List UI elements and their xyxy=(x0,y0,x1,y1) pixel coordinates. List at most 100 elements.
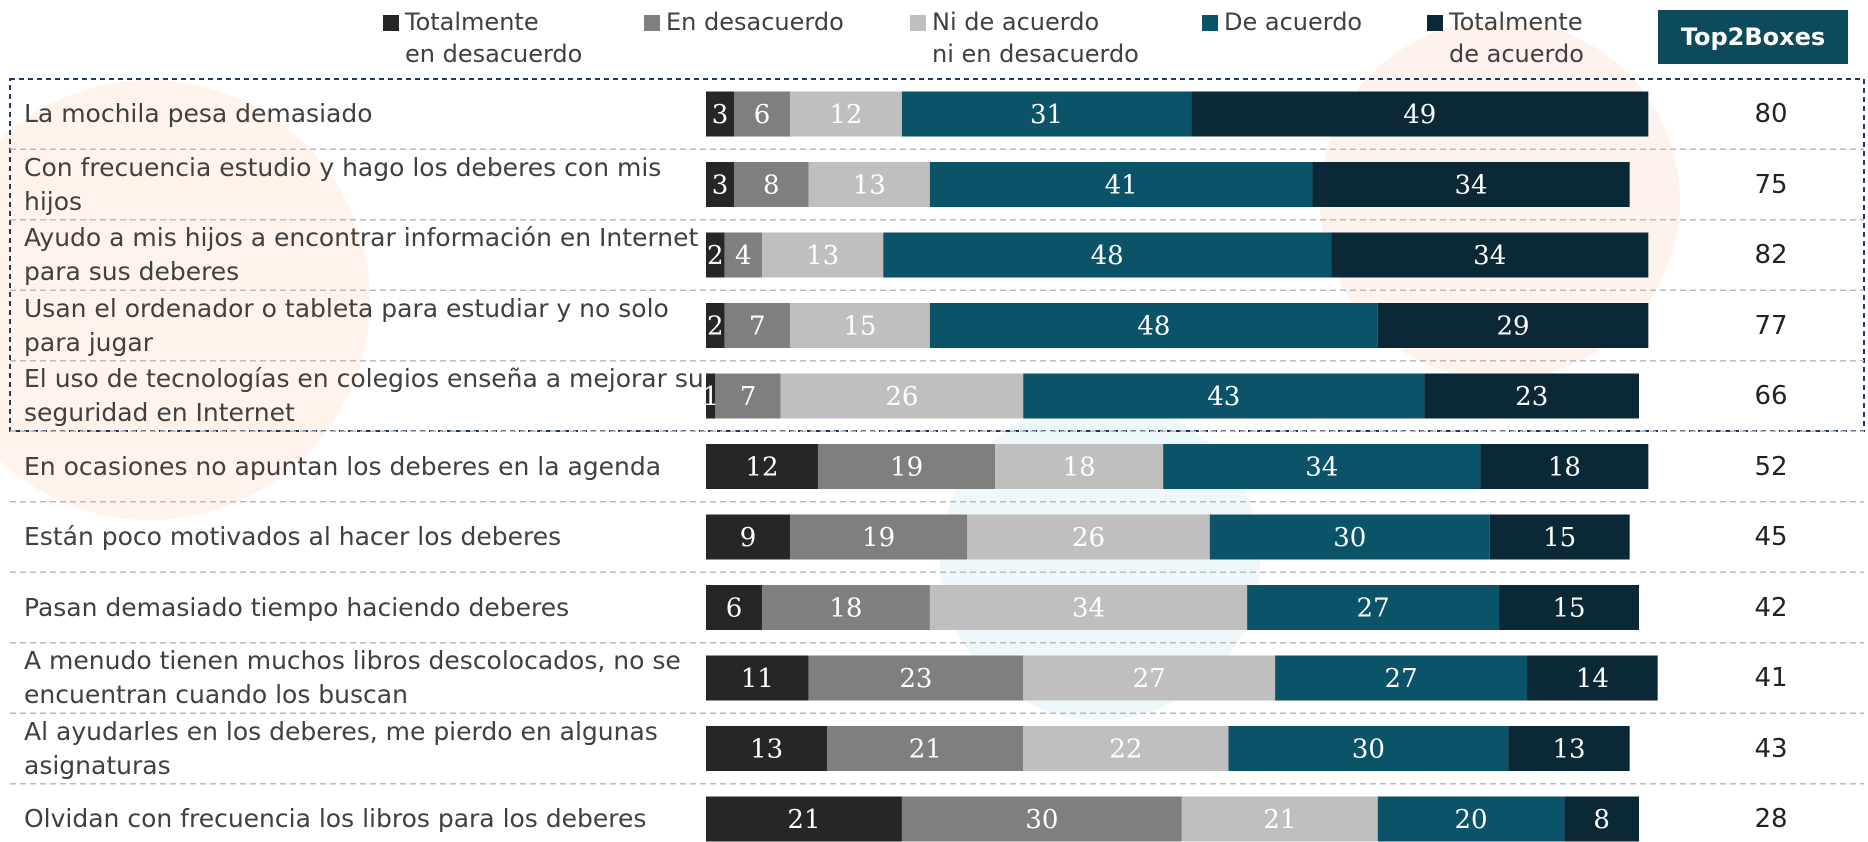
bar-segment xyxy=(808,655,1024,701)
value-label: 30 xyxy=(1333,523,1366,553)
category-label: Con frecuencia estudio y hago los debere… xyxy=(24,152,662,216)
value-label: 18 xyxy=(1548,453,1581,483)
value-label: 19 xyxy=(862,523,895,553)
highlight-box xyxy=(9,78,1865,432)
top2boxes-value: 28 xyxy=(1754,804,1788,834)
category-label: A menudo tienen muchos libros descolocad… xyxy=(24,646,681,709)
category-label: En ocasiones no apuntan los deberes en l… xyxy=(24,451,662,481)
value-label: 15 xyxy=(843,312,876,342)
value-label: 9 xyxy=(740,523,757,553)
value-label: 30 xyxy=(1352,735,1385,765)
value-label: 19 xyxy=(890,453,923,483)
bar-segment xyxy=(706,444,818,489)
bar-segment xyxy=(1527,655,1658,701)
bar-segment xyxy=(789,91,902,137)
top2boxes-header: Top2Boxes xyxy=(1658,10,1848,64)
value-label: 1 xyxy=(702,382,719,412)
bar-segment xyxy=(733,162,809,207)
bar-segment xyxy=(929,303,1378,348)
value-label: 30 xyxy=(1025,805,1058,835)
legend-swatch xyxy=(910,15,926,31)
bar-segment xyxy=(706,373,716,419)
legend-item: En desacuerdo xyxy=(644,6,844,38)
value-label: 12 xyxy=(745,453,778,483)
top2boxes-value: 43 xyxy=(1754,733,1788,764)
value-label: 41 xyxy=(1105,171,1138,201)
bar-segment xyxy=(706,91,734,137)
bar-segment xyxy=(761,585,930,630)
background-circle xyxy=(0,80,370,520)
value-label: 20 xyxy=(1455,805,1488,835)
bar-segment xyxy=(1499,585,1639,630)
bar-segment xyxy=(808,162,930,207)
value-label: 34 xyxy=(1072,594,1105,624)
bar-segment xyxy=(1163,444,1481,489)
bar-segment xyxy=(1377,303,1649,348)
bar-segment xyxy=(1228,726,1509,771)
legend-swatch xyxy=(644,15,660,31)
bar-segment xyxy=(827,726,1024,771)
value-label: 13 xyxy=(1552,735,1585,765)
top2boxes-value: 41 xyxy=(1754,663,1788,693)
bar-segment xyxy=(1247,585,1500,630)
bar-segment xyxy=(724,232,762,278)
value-label: 34 xyxy=(1455,171,1488,201)
bar-segment xyxy=(1209,514,1490,560)
value-label: 27 xyxy=(1385,664,1418,694)
bar-segment xyxy=(733,91,790,137)
category-label: Usan el ordenador o tableta para estudia… xyxy=(24,293,669,357)
bar-segment xyxy=(1023,373,1425,419)
value-label: 8 xyxy=(763,171,780,201)
category-label: Al ayudarles en los deberes, me pierdo e… xyxy=(24,716,658,780)
bar-segment xyxy=(1508,726,1630,771)
bar-segment xyxy=(901,91,1192,137)
value-label: 6 xyxy=(754,100,771,130)
value-label: 23 xyxy=(1515,382,1548,412)
category-label: Pasan demasiado tiempo haciendo deberes xyxy=(24,592,570,622)
value-label: 18 xyxy=(1063,453,1096,483)
legend-item: De acuerdo xyxy=(1202,6,1362,38)
legend-swatch xyxy=(1202,15,1218,31)
bar-segment xyxy=(706,796,902,842)
value-label: 48 xyxy=(1091,241,1124,271)
bar-segment xyxy=(883,232,1332,278)
value-label: 26 xyxy=(1072,523,1105,553)
top2boxes-value: 77 xyxy=(1754,310,1788,341)
category-label: Están poco motivados al hacer los debere… xyxy=(24,522,562,551)
bar-segment xyxy=(1181,796,1378,842)
value-label: 13 xyxy=(750,735,783,765)
bar-segment xyxy=(1023,726,1229,771)
top2boxes-value: 52 xyxy=(1754,451,1788,482)
value-label: 13 xyxy=(853,171,886,201)
value-label: 7 xyxy=(749,312,766,342)
value-label: 43 xyxy=(1207,382,1240,412)
bar-segment xyxy=(1377,796,1565,842)
bar-segment xyxy=(715,373,781,419)
top2boxes-value: 80 xyxy=(1754,99,1788,129)
bar-segment xyxy=(929,162,1313,207)
bar-segment xyxy=(789,514,968,560)
bar-segment xyxy=(706,726,828,771)
bar-segment xyxy=(1480,444,1649,489)
bar-segment xyxy=(1191,91,1649,137)
category-label: La mochila pesa demasiado xyxy=(24,99,373,128)
category-label: El uso de tecnologías en colegios enseña… xyxy=(24,364,704,427)
value-label: 8 xyxy=(1593,805,1610,835)
legend-item: Ni de acuerdo ni en desacuerdo xyxy=(910,6,1139,70)
value-label: 2 xyxy=(707,241,724,271)
legend-swatch xyxy=(383,15,399,31)
bar-segment xyxy=(1331,232,1649,278)
value-label: 48 xyxy=(1137,312,1170,342)
bar-segment xyxy=(706,514,790,560)
value-label: 7 xyxy=(740,382,757,412)
value-label: 2 xyxy=(707,312,724,342)
bar-segment xyxy=(706,585,762,630)
bar-segment xyxy=(929,585,1248,630)
value-label: 11 xyxy=(741,664,774,694)
value-label: 15 xyxy=(1543,523,1576,553)
value-label: 15 xyxy=(1552,594,1585,624)
bar-segment xyxy=(967,514,1210,560)
value-label: 21 xyxy=(1263,805,1296,835)
